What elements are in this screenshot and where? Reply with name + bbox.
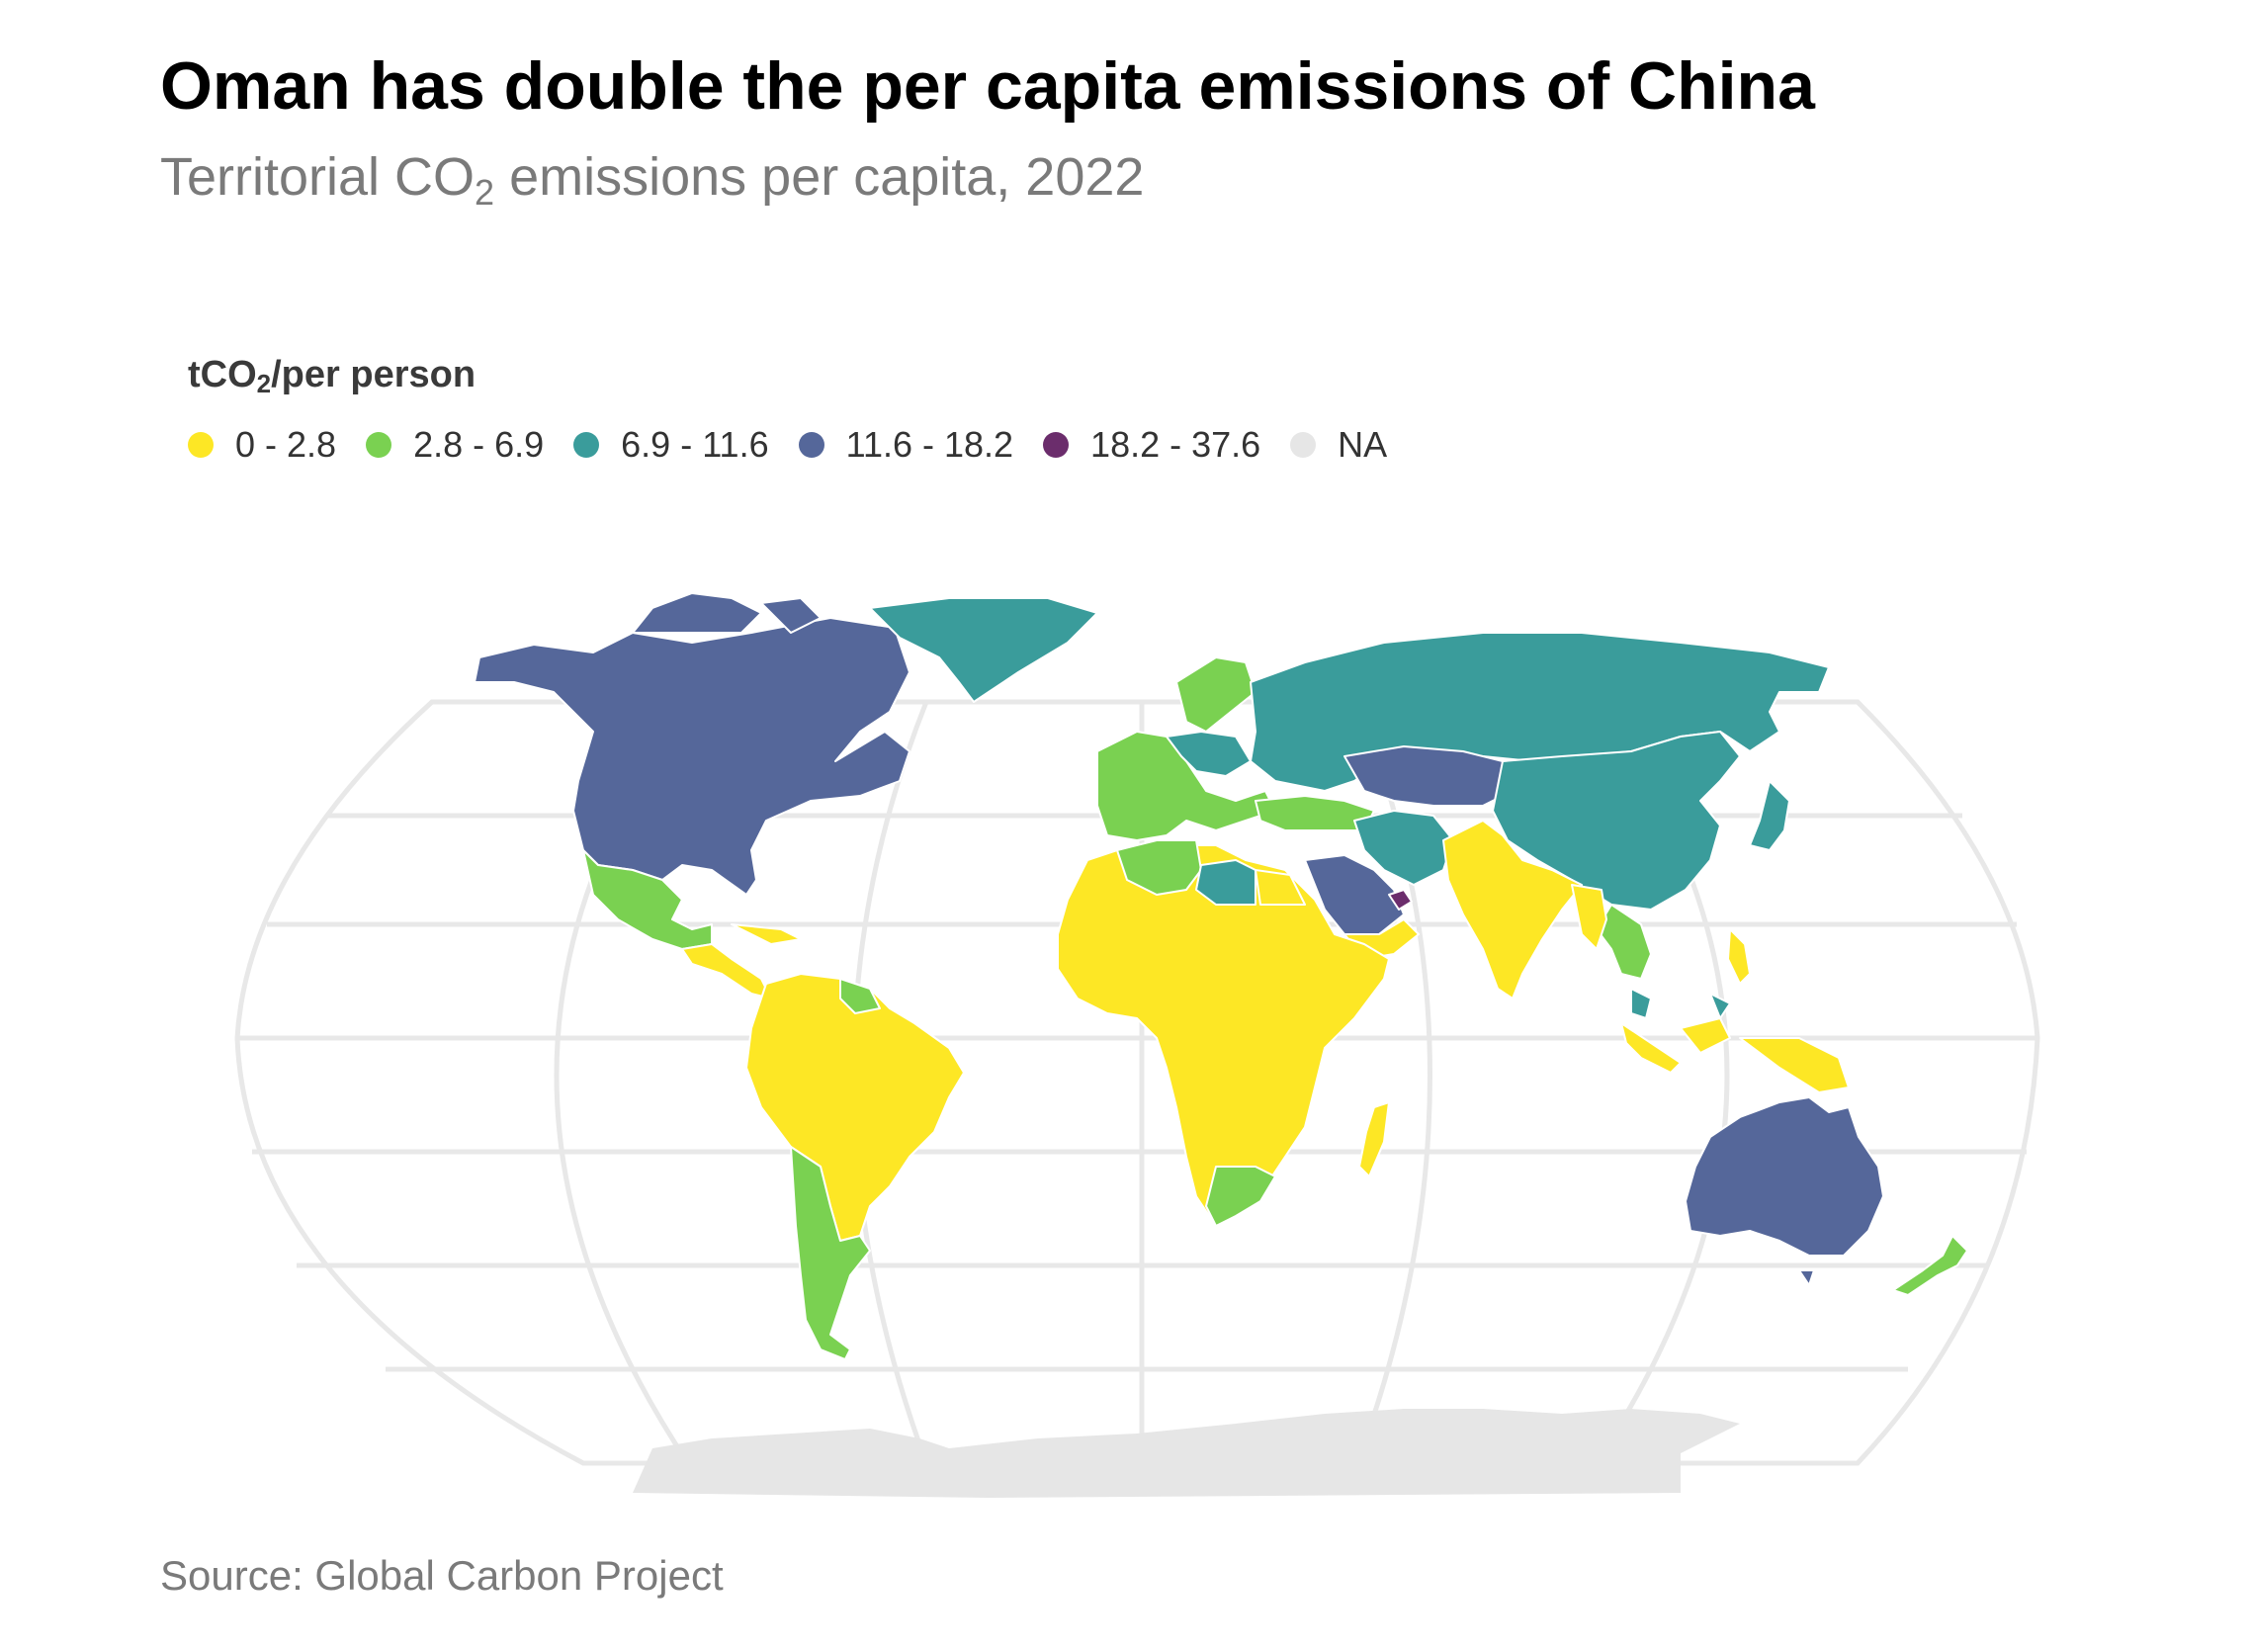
region-india: [1442, 820, 1583, 1000]
region-myanmar: [1571, 884, 1607, 950]
legend-title: tCO2/per person: [188, 354, 476, 399]
region-libya: [1195, 859, 1256, 906]
region-malaysia: [1630, 988, 1731, 1019]
legend-item: 6.9 - 11.6: [573, 424, 769, 466]
region-australia: [1685, 1096, 1884, 1257]
region-algeria: [1116, 839, 1202, 896]
region-saudi-arabia: [1304, 854, 1405, 935]
subtitle-subscript: 2: [475, 172, 495, 213]
region-qatar-uae: [1388, 889, 1413, 911]
legend-title-subscript: 2: [256, 369, 272, 398]
legend-label: 2.8 - 6.9: [413, 424, 545, 465]
legend-item: 11.6 - 18.2: [798, 424, 1014, 466]
subtitle-text-end: emissions per capita, 2022: [494, 147, 1145, 207]
legend-label: 11.6 - 18.2: [845, 424, 1014, 465]
region-greenland: [869, 597, 1098, 703]
region-new-zealand: [1892, 1235, 1968, 1296]
legend-swatch: [188, 432, 214, 458]
region-africa: [1057, 844, 1390, 1227]
legend-title-unit: /per person: [271, 354, 476, 395]
legend-swatch: [573, 432, 600, 458]
region-tasmania: [1798, 1269, 1815, 1286]
region-japan: [1749, 780, 1790, 851]
region-iran: [1353, 810, 1454, 886]
legend-label: NA: [1338, 424, 1388, 465]
legend-item: 2.8 - 6.9: [366, 424, 544, 466]
region-central-europe: [1166, 731, 1252, 777]
region-mexico: [582, 849, 713, 950]
legend-title-text: tCO: [188, 354, 257, 395]
legend-swatch: [1043, 432, 1070, 458]
legend-swatch: [798, 432, 824, 458]
region-antarctica: [633, 1409, 1740, 1498]
region-south-africa: [1205, 1166, 1276, 1227]
legend-swatch: [1290, 432, 1317, 458]
meridian-line: [1354, 701, 1432, 1464]
region-north-america: [474, 617, 910, 896]
region-scandinavia: [1175, 656, 1256, 733]
legend-label: 18.2 - 37.6: [1090, 424, 1261, 465]
legend: 0 - 2.8 2.8 - 6.9 6.9 - 11.6 11.6 - 18.2 18.…: [188, 420, 1417, 470]
region-egypt: [1255, 869, 1306, 906]
subtitle-text: Territorial CO: [160, 147, 476, 207]
region-indonesia: [1620, 1017, 1850, 1093]
legend-label: 0 - 2.8: [235, 424, 337, 465]
region-canada-islands: [632, 592, 822, 634]
chart-subtitle: Territorial CO2 emissions per capita, 20…: [160, 146, 1144, 214]
region-guianas: [839, 978, 881, 1014]
legend-swatch: [366, 432, 392, 458]
source-note: Source: Global Carbon Project: [160, 1552, 724, 1599]
legend-item: 0 - 2.8: [188, 424, 336, 466]
map-outline: [234, 699, 2040, 1466]
legend-item: 18.2 - 37.6: [1043, 424, 1260, 466]
legend-label: 6.9 - 11.6: [621, 424, 769, 465]
chart-title: Oman has double the per capita emissions…: [160, 48, 1815, 124]
region-southern-cone: [790, 1146, 871, 1360]
region-philippines: [1727, 928, 1751, 985]
region-china: [1492, 731, 1741, 911]
region-south-america-north: [745, 973, 965, 1242]
legend-item: NA: [1290, 424, 1387, 466]
region-madagascar: [1358, 1101, 1390, 1177]
